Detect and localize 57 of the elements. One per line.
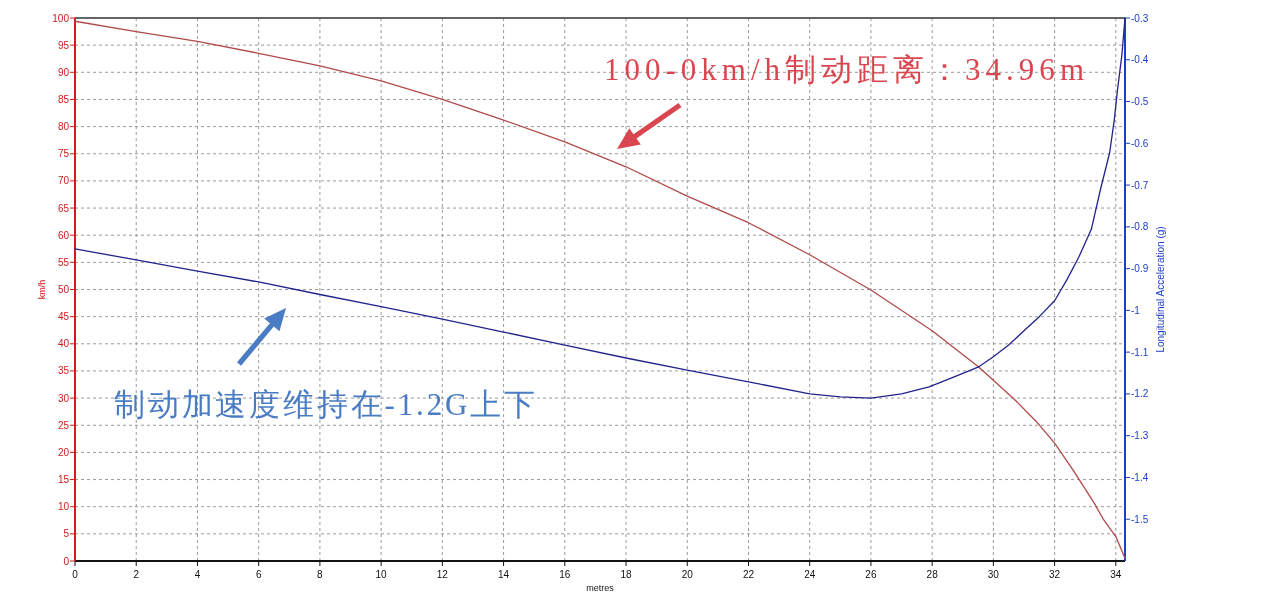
y2-axis-title: Longitudinal Acceleration (g) xyxy=(1154,226,1166,353)
y-tick-label: 80 xyxy=(57,121,70,133)
y-tick-label: 90 xyxy=(57,66,70,78)
y-tick-label: 65 xyxy=(57,202,70,214)
y-tick-label: 5 xyxy=(63,528,70,540)
x-tick-label: 10 xyxy=(375,568,388,580)
y-tick-label: 75 xyxy=(57,148,70,160)
y2-tick-label: -0.7 xyxy=(1131,179,1149,191)
x-tick-label: 0 xyxy=(72,568,79,580)
y-tick-label: 60 xyxy=(57,229,70,241)
y-tick-label: 85 xyxy=(57,93,70,105)
x-axis-title: metres xyxy=(586,583,615,593)
x-tick-label: 6 xyxy=(255,568,262,580)
y2-tick-label: -1.1 xyxy=(1131,346,1149,358)
x-tick-label: 20 xyxy=(681,568,694,580)
x-tick-label: 22 xyxy=(742,568,755,580)
y-tick-label: 70 xyxy=(57,175,70,187)
y-tick-label: 45 xyxy=(57,311,70,323)
y2-tick-label: -0.4 xyxy=(1131,54,1149,66)
y-tick-label: 0 xyxy=(63,555,70,567)
x-tick-label: 14 xyxy=(498,568,510,580)
y2-tick-label: -0.6 xyxy=(1131,137,1149,149)
x-tick-label: 34 xyxy=(1110,568,1122,580)
x-tick-label: 8 xyxy=(317,568,324,580)
y-axis-title: km/h xyxy=(37,279,47,300)
y2-tick-label: -1.4 xyxy=(1131,471,1149,483)
y-tick-label: 55 xyxy=(57,256,70,268)
x-tick-label: 30 xyxy=(987,568,1000,580)
y2-tick-label: -0.3 xyxy=(1131,12,1149,24)
y-tick-label: 20 xyxy=(57,446,70,458)
y-tick-label: 100 xyxy=(52,12,70,24)
y-tick-label: 10 xyxy=(57,501,70,513)
y-tick-label: 15 xyxy=(57,474,70,486)
y-tick-label: 95 xyxy=(57,39,70,51)
y-tick-label: 50 xyxy=(57,284,70,295)
x-tick-label: 16 xyxy=(559,568,571,580)
y2-tick-label: -0.9 xyxy=(1131,263,1149,275)
x-tick-label: 24 xyxy=(804,568,816,580)
y-tick-label: 40 xyxy=(57,338,70,350)
y2-tick-label: -0.5 xyxy=(1131,96,1149,108)
annotation: 100-0km/h制动距离：34.96m xyxy=(604,51,1084,87)
x-tick-label: 12 xyxy=(436,568,449,580)
y-tick-label: 35 xyxy=(57,365,70,377)
y2-tick-label: -1 xyxy=(1131,304,1141,316)
x-tick-label: 18 xyxy=(620,568,633,580)
x-tick-label: 28 xyxy=(926,568,939,580)
y2-tick-label: -0.8 xyxy=(1131,221,1149,233)
x-tick-label: 2 xyxy=(133,568,140,580)
x-tick-label: 26 xyxy=(865,568,877,580)
y2-tick-label: -1.3 xyxy=(1131,430,1149,442)
x-tick-label: 32 xyxy=(1049,568,1061,580)
y2-tick-label: -1.5 xyxy=(1131,513,1149,525)
y-tick-label: 25 xyxy=(57,419,70,431)
annotation: 制动加速度维持在-1.2G上下 xyxy=(114,386,535,422)
y-tick-label: 30 xyxy=(57,392,70,404)
y2-tick-label: -1.2 xyxy=(1131,388,1149,400)
x-tick-label: 4 xyxy=(194,568,201,580)
